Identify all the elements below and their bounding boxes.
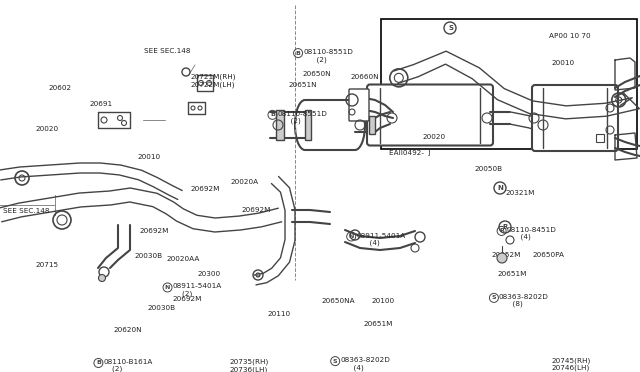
Text: 08110-8451D
      (4): 08110-8451D (4) [507, 227, 556, 240]
Text: SEE SEC.148: SEE SEC.148 [144, 48, 191, 54]
Bar [305, 110, 311, 140]
Text: R: R [499, 228, 504, 233]
Text: 20030B: 20030B [147, 305, 175, 311]
Text: 20020: 20020 [35, 126, 58, 132]
Text: S: S [492, 295, 496, 300]
Text: AP00 10 70: AP00 10 70 [549, 33, 591, 39]
Text: 20652M: 20652M [492, 252, 521, 258]
Text: 20692M: 20692M [242, 207, 271, 213]
Text: N: N [497, 185, 503, 191]
Text: 20721M(RH)
20722M(LH): 20721M(RH) 20722M(LH) [191, 74, 236, 88]
Text: B: B [270, 112, 275, 117]
Text: 20010: 20010 [552, 60, 575, 65]
Text: S: S [449, 25, 454, 31]
FancyBboxPatch shape [367, 84, 493, 145]
Text: 08110-8551D
      (2): 08110-8551D (2) [278, 111, 327, 124]
Text: 20650NA: 20650NA [321, 298, 355, 304]
Text: 20321M: 20321M [506, 190, 535, 196]
Text: EAII0492-  J: EAII0492- J [389, 150, 431, 155]
Text: 20030B: 20030B [134, 253, 163, 259]
Text: N: N [165, 285, 170, 290]
Text: 20715: 20715 [35, 262, 58, 268]
Text: 20692M: 20692M [140, 228, 169, 234]
Bar [369, 116, 375, 134]
Bar [381, 19, 637, 149]
Circle shape [99, 275, 106, 282]
Text: 08363-8202D
      (4): 08363-8202D (4) [340, 357, 390, 371]
Text: 20651M: 20651M [498, 271, 527, 277]
Circle shape [497, 253, 507, 263]
Bar [276, 110, 284, 140]
Text: 20020AA: 20020AA [166, 256, 200, 262]
Text: 08911-5401A
    (2): 08911-5401A (2) [173, 283, 222, 297]
FancyBboxPatch shape [532, 85, 618, 151]
Text: 20020: 20020 [422, 134, 445, 140]
FancyBboxPatch shape [349, 89, 369, 121]
Text: R: R [502, 224, 508, 230]
Text: 20650PA: 20650PA [532, 252, 564, 258]
Text: 20691: 20691 [90, 101, 113, 107]
Text: 20010: 20010 [138, 154, 161, 160]
Text: 20660N: 20660N [351, 74, 380, 80]
Text: 20050B: 20050B [475, 166, 503, 171]
Text: 20651M: 20651M [364, 321, 393, 327]
Text: 08110-B161A
    (2): 08110-B161A (2) [104, 359, 153, 372]
Circle shape [256, 273, 260, 277]
Text: 08911-5401A
      (4): 08911-5401A (4) [356, 232, 406, 246]
Text: B: B [96, 360, 101, 365]
Text: 20020A: 20020A [230, 179, 259, 185]
Text: 08110-8551D
      (2): 08110-8551D (2) [303, 49, 353, 62]
Text: 20735(RH)
20736(LH): 20735(RH) 20736(LH) [229, 359, 268, 372]
Text: 20651N: 20651N [288, 82, 317, 88]
Text: SEE SEC.148: SEE SEC.148 [3, 208, 50, 214]
Text: 20300: 20300 [197, 271, 220, 277]
Text: S: S [333, 359, 337, 363]
Text: 20692M: 20692M [173, 296, 202, 302]
Text: 08363-8202D
      (8): 08363-8202D (8) [499, 294, 548, 307]
Text: 20745(RH)
20746(LH)
20743(RH)
20744(LH): 20745(RH) 20746(LH) 20743(RH) 20744(LH) [552, 357, 591, 372]
Text: 20110: 20110 [268, 311, 291, 317]
Text: 20650N: 20650N [302, 71, 331, 77]
Text: 20620N: 20620N [114, 327, 143, 333]
Text: B: B [296, 51, 301, 55]
Text: 20100: 20100 [371, 298, 394, 304]
Text: N: N [349, 234, 354, 239]
Bar [596, 134, 604, 142]
Text: 20602: 20602 [48, 85, 71, 91]
Text: 20692M: 20692M [191, 186, 220, 192]
